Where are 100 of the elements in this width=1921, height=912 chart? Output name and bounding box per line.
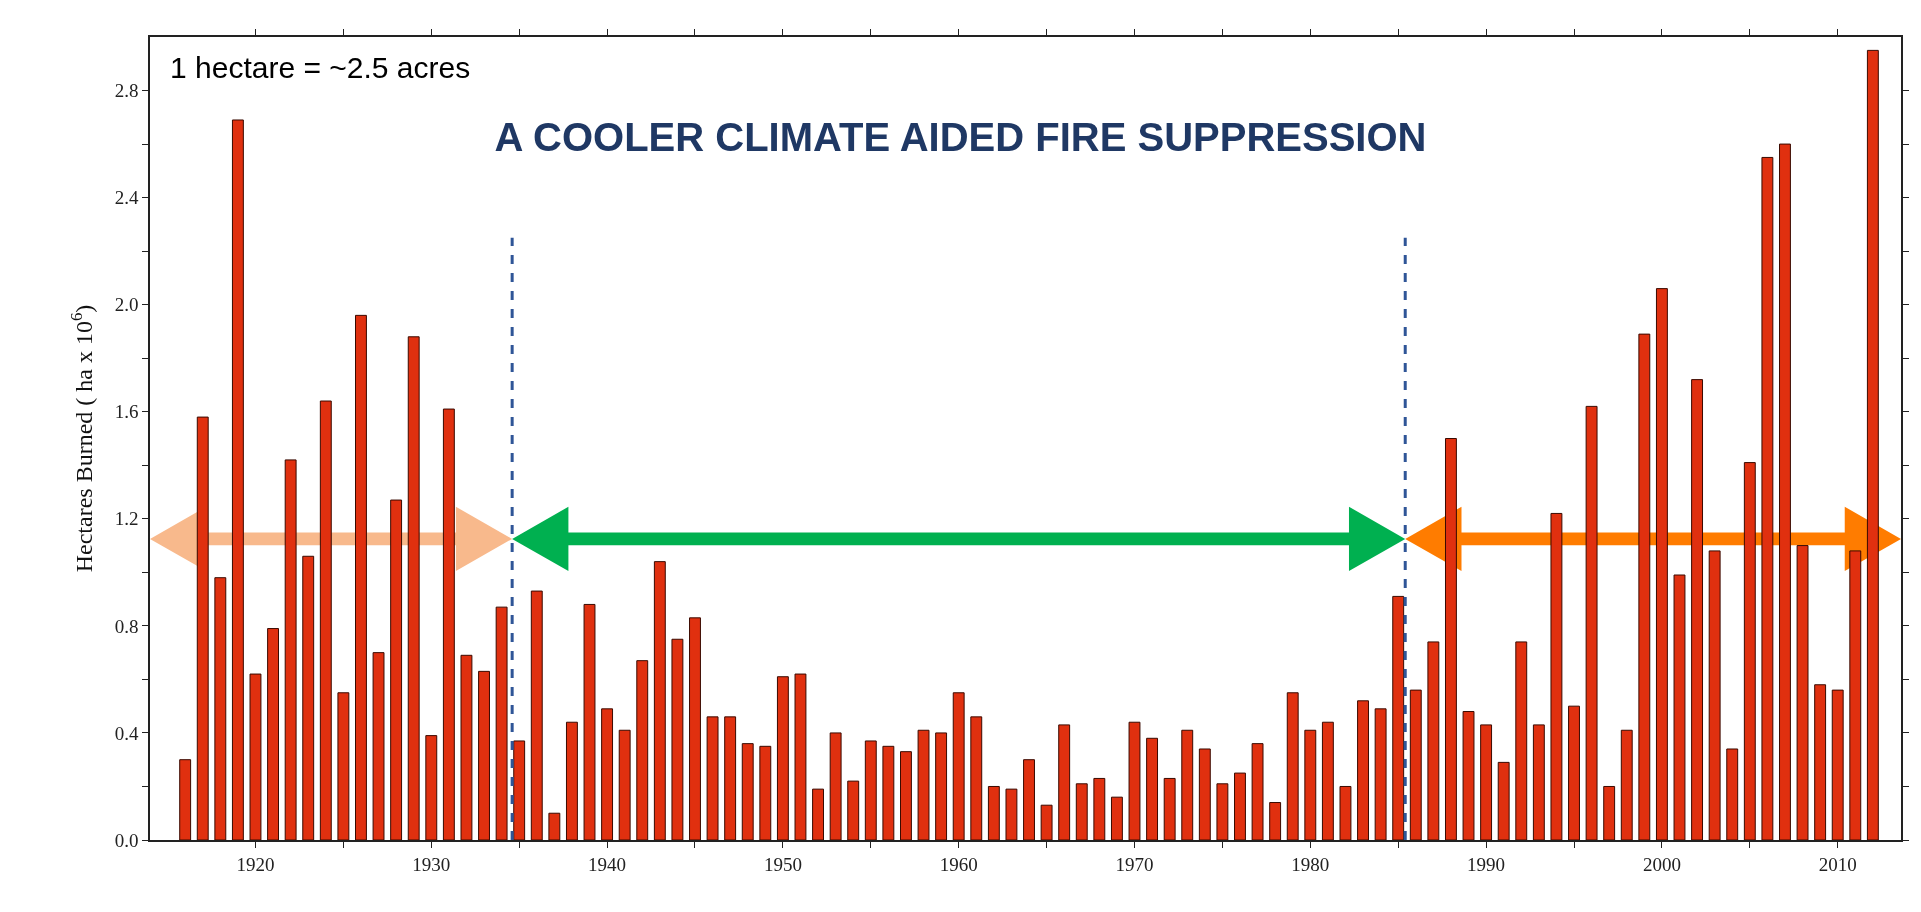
annotation: 1 hectare = ~2.5 acres: [170, 51, 471, 84]
bar: [231, 119, 244, 840]
bar: [1339, 785, 1352, 840]
bar: [407, 336, 420, 840]
bar: [1779, 143, 1791, 840]
x-tick-label: 1920: [236, 853, 275, 875]
bar: [1269, 802, 1282, 840]
bar: [1532, 724, 1545, 840]
bar: [319, 400, 332, 840]
bar: [618, 729, 631, 840]
bar: [425, 735, 438, 840]
bar: [1234, 772, 1246, 840]
bar: [706, 716, 719, 840]
bar: [1831, 689, 1844, 840]
bar: [565, 721, 578, 840]
x-tick-label: 2010: [1818, 853, 1857, 875]
bar: [812, 788, 824, 840]
bar: [882, 745, 895, 840]
bar: [1216, 783, 1229, 840]
bar: [1093, 777, 1106, 840]
bar: [1515, 641, 1528, 840]
y-tick-label: 2.4: [114, 187, 139, 209]
bar: [1673, 574, 1686, 840]
x-tick-label: 1940: [588, 853, 627, 875]
bar: [1444, 438, 1457, 840]
bar: [636, 660, 649, 840]
bar: [1480, 724, 1493, 840]
bar: [179, 759, 192, 840]
bar: [1392, 595, 1405, 840]
bar: [548, 812, 561, 840]
bar: [1374, 708, 1387, 840]
y-tick-label: 1.2: [114, 508, 139, 530]
bar: [1796, 545, 1809, 840]
y-tick-label: 0.4: [114, 722, 139, 744]
bar: [1585, 405, 1598, 840]
bar: [1251, 743, 1264, 840]
bar: [1040, 804, 1053, 840]
bar: [1427, 641, 1440, 840]
bar: [1708, 550, 1721, 840]
bar: [196, 416, 209, 840]
bar: [987, 785, 1000, 840]
bar: [1058, 724, 1071, 840]
bar: [864, 740, 877, 840]
bar: [372, 652, 385, 840]
bar: [1620, 729, 1633, 840]
y-tick-label: 1.6: [114, 401, 139, 423]
bar: [1198, 748, 1211, 840]
bar: [1655, 288, 1668, 840]
bar: [1357, 700, 1369, 840]
bar: [390, 499, 403, 840]
x-tick-label: 1980: [1291, 853, 1330, 875]
bar: [284, 459, 297, 840]
bar: [970, 716, 983, 840]
bar: [1497, 761, 1510, 840]
bar: [1550, 512, 1563, 840]
bar: [1849, 550, 1862, 840]
bar: [1146, 737, 1159, 840]
bar: [1568, 705, 1580, 840]
bar: [1023, 759, 1035, 840]
x-tick-label: 1990: [1467, 853, 1506, 875]
bar: [689, 617, 701, 840]
bar: [724, 716, 737, 840]
bar: [355, 314, 367, 840]
bar: [1761, 156, 1774, 840]
bar: [495, 606, 508, 840]
bar: [1005, 788, 1018, 840]
bar: [1075, 783, 1088, 840]
bar: [513, 740, 526, 840]
bar: [1128, 721, 1141, 840]
y-tick-label: 2.8: [114, 80, 139, 102]
bar: [653, 561, 666, 840]
bar: [1163, 777, 1176, 840]
x-tick-label: 2000: [1642, 853, 1681, 875]
y-tick-label: 0.8: [114, 615, 139, 637]
bar: [741, 743, 754, 840]
y-tick-label: 0.0: [114, 829, 139, 851]
bar: [1181, 729, 1194, 840]
bar: [478, 670, 490, 840]
bar: [1603, 785, 1616, 840]
bar: [935, 732, 948, 840]
bar: [917, 729, 930, 840]
bar: [1814, 684, 1827, 840]
bar: [1286, 692, 1299, 840]
bar: [442, 408, 455, 840]
bar: [214, 577, 227, 840]
bar: [1409, 689, 1422, 840]
bar: [1691, 379, 1704, 840]
bar: [601, 708, 614, 840]
x-tick-label: 1970: [1115, 853, 1154, 875]
bar: [900, 751, 912, 840]
bar: [1304, 729, 1317, 840]
bar: [583, 603, 596, 840]
bar: [1462, 711, 1475, 840]
bar: [1726, 748, 1739, 840]
x-tick-label: 1950: [763, 853, 802, 875]
text: A COOLER CLIMATE AIDED FIRE SUPPRESSION: [494, 114, 1427, 159]
bar: [759, 745, 772, 840]
bar: [776, 676, 789, 840]
y-tick-label: 2.0: [114, 294, 139, 316]
bar: [1321, 721, 1334, 840]
